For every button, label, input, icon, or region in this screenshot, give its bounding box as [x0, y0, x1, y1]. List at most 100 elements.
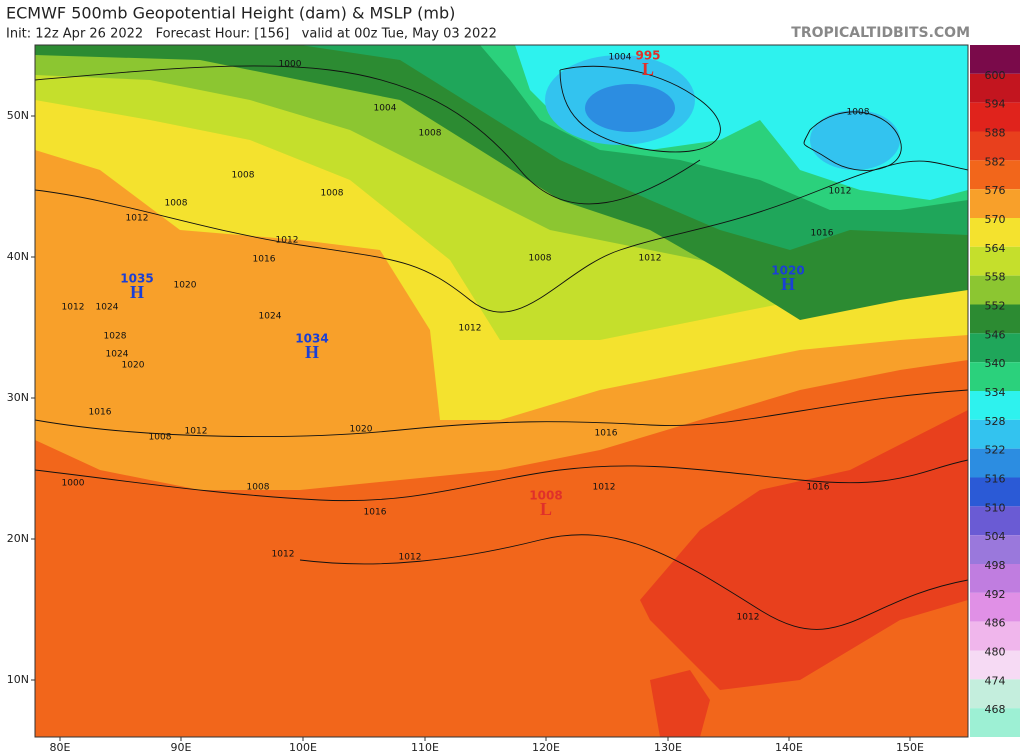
colorbar-cell	[970, 304, 1020, 334]
isobar-label: 1012	[276, 236, 299, 246]
colorbar-label: 498	[985, 559, 1006, 572]
isobar-label: 1012	[126, 214, 149, 224]
colorbar-cell	[970, 275, 1020, 305]
colorbar-cell	[970, 391, 1020, 420]
isobar-label: 1020	[122, 361, 145, 371]
lat-label: 20N	[7, 532, 29, 545]
isobar-label: 1004	[374, 104, 397, 114]
isobar-label: 1008	[247, 483, 270, 493]
colorbar-cell	[970, 650, 1020, 680]
colorbar-cell	[970, 535, 1020, 564]
colorbar-cell	[970, 477, 1020, 507]
lon-label: 100E	[289, 741, 317, 754]
isobar-label: 1008	[419, 129, 442, 139]
lon-label: 130E	[654, 741, 682, 754]
isobar-label: 1012	[459, 324, 482, 334]
colorbar-label: 576	[985, 184, 1006, 197]
pressure-letter: L	[540, 499, 552, 519]
pressure-letter: L	[642, 59, 654, 79]
pressure-letter: H	[781, 274, 795, 294]
colorbar-top-cell	[970, 45, 1020, 74]
lon-label: 80E	[50, 741, 71, 754]
pressure-value: 1008	[529, 489, 562, 503]
colorbar-label: 564	[985, 242, 1006, 255]
colorbar-label: 570	[985, 213, 1006, 226]
map-title: ECMWF 500mb Geopotential Height (dam) & …	[6, 4, 455, 23]
colorbar-label: 534	[985, 386, 1006, 399]
colorbar-label: 480	[985, 646, 1006, 659]
lat-label: 30N	[7, 391, 29, 404]
pressure-value: 1034	[295, 332, 328, 346]
colorbar-cell	[970, 708, 1020, 737]
lon-label: 90E	[171, 741, 192, 754]
lon-label: 140E	[775, 741, 803, 754]
colorbar-cell	[970, 419, 1020, 449]
colorbar-label: 504	[985, 530, 1006, 543]
isobar-label: 1024	[106, 350, 129, 360]
colorbar-label: 468	[985, 703, 1006, 716]
colorbar-label: 528	[985, 415, 1006, 428]
colorbar-cell	[970, 73, 1020, 103]
isobar-label: 1016	[811, 229, 834, 239]
isobar-label: 1012	[272, 550, 295, 560]
isobar-label: 1008	[529, 254, 552, 264]
lon-label: 150E	[896, 741, 924, 754]
colorbar-cell	[970, 102, 1020, 132]
pressure-letter: H	[305, 342, 319, 362]
map-frame	[34, 44, 969, 738]
colorbar-label: 510	[985, 501, 1006, 514]
colorbar-label: 582	[985, 155, 1006, 168]
pressure-value: 995	[635, 49, 660, 63]
colorbar-label: 558	[985, 271, 1006, 284]
isobar-label: 1024	[96, 303, 119, 313]
isobar-label: 1016	[807, 483, 830, 493]
isobar-label: 1012	[829, 187, 852, 197]
colorbar-label: 594	[985, 98, 1006, 111]
isobar-label: 1024	[259, 312, 282, 322]
isobar-label: 1008	[847, 108, 870, 118]
height-band	[650, 670, 710, 737]
colorbar-label: 492	[985, 588, 1006, 601]
isobar-label: 1008	[149, 433, 172, 443]
isobar-label: 1020	[174, 281, 197, 291]
height-band	[810, 110, 900, 170]
isobar-label: 1008	[232, 171, 255, 181]
colorbar-label: 474	[985, 674, 1006, 687]
colorbar-cell	[970, 448, 1020, 478]
pressure-value: 1035	[120, 272, 153, 286]
pressure-value: 1020	[771, 264, 804, 278]
isobar-label: 1016	[595, 429, 618, 439]
colorbar-cell	[970, 189, 1020, 218]
isobar-label: 1016	[89, 408, 112, 418]
credit: TROPICALTIDBITS.COM	[791, 25, 970, 41]
colorbar-cell	[970, 362, 1020, 391]
map-subtitle: Init: 12z Apr 26 2022 Forecast Hour: [15…	[6, 27, 497, 42]
isobar-label: 1028	[104, 332, 127, 342]
isobar-label: 1008	[165, 199, 188, 209]
height-band	[640, 410, 968, 690]
height-field	[35, 45, 968, 737]
lat-label: 10N	[7, 673, 29, 686]
colorbar-cell	[970, 564, 1020, 593]
colorbar-cell	[970, 621, 1020, 651]
colorbar-label: 486	[985, 617, 1006, 630]
colorbar-cell	[970, 246, 1020, 276]
colorbar-cell	[970, 131, 1020, 161]
colorbar-label: 552	[985, 300, 1006, 313]
isobar-label: 1004	[609, 53, 632, 63]
isobar-label: 1016	[253, 255, 276, 265]
isobar-label: 1012	[639, 254, 662, 264]
colorbar-label: 516	[985, 473, 1006, 486]
colorbar-cell	[970, 679, 1020, 709]
isobar-label: 1012	[62, 303, 85, 313]
isobar-label: 1012	[399, 553, 422, 563]
isobar-label: 1008	[321, 189, 344, 199]
colorbar-label: 588	[985, 127, 1006, 140]
colorbar-cell	[970, 592, 1020, 622]
isobar-label: 1000	[279, 60, 302, 70]
isobars	[35, 65, 968, 630]
colorbar-label: 546	[985, 328, 1006, 341]
colorbar-label: 600	[985, 69, 1006, 82]
isobar-label: 1012	[185, 427, 208, 437]
